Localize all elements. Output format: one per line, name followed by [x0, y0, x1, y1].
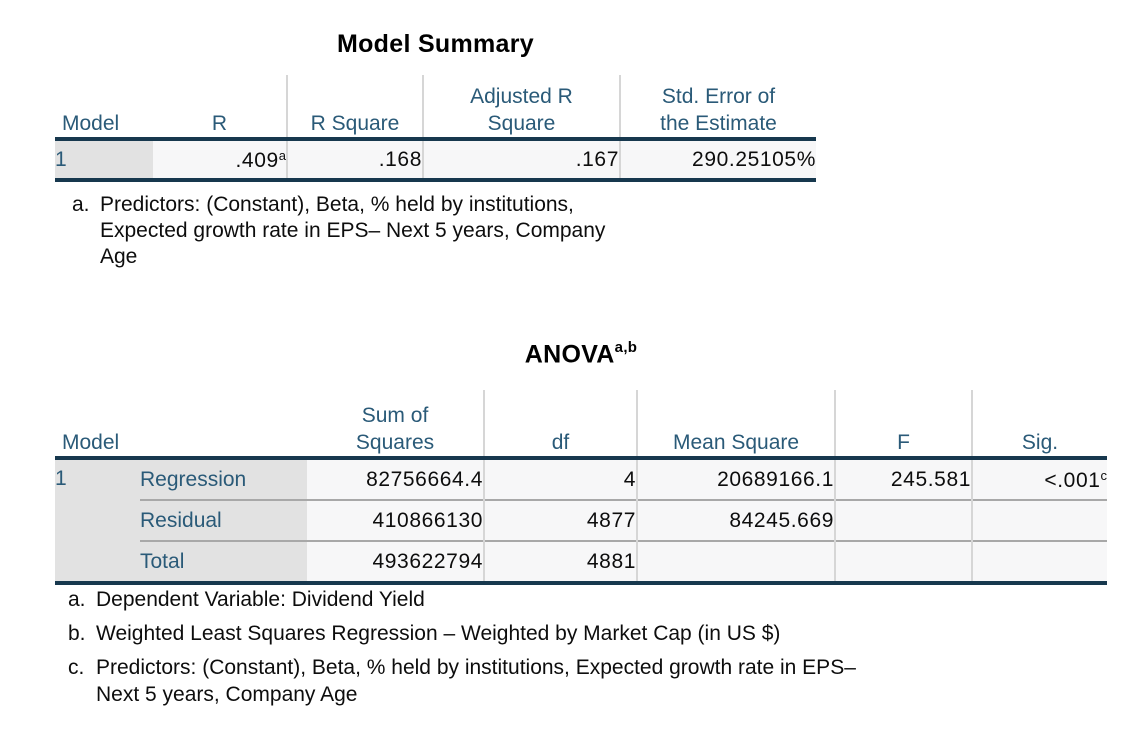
- sig-value: <.001: [1044, 468, 1101, 492]
- footnote-marker: a.: [68, 588, 86, 611]
- row-label: Regression: [140, 458, 308, 500]
- model-summary-title: Model Summary: [55, 30, 816, 59]
- sig-footnote-marker: c: [1100, 467, 1108, 483]
- r-value-cell: .409a: [153, 139, 287, 182]
- model-number-cell: 1: [55, 458, 140, 585]
- row-label: Residual: [140, 499, 308, 541]
- column-header-mean-square: Mean Square: [636, 390, 836, 460]
- sig-cell: [971, 540, 1108, 585]
- column-header-df: df: [483, 390, 638, 460]
- f-cell: [834, 499, 973, 541]
- anova-footnote-b: b. Weighted Least Squares Regression – W…: [68, 620, 780, 647]
- mean-square-cell: [636, 540, 836, 585]
- model-summary-table: Model R R Square Adjusted R Square Std. …: [55, 75, 816, 182]
- column-header-std-error: Std. Error of the Estimate: [619, 75, 816, 141]
- df-cell: 4881: [483, 540, 638, 585]
- std-error-value-cell: 290.25105%: [619, 139, 816, 182]
- mean-square-cell: 84245.669: [636, 499, 836, 541]
- footnote-text: Dependent Variable: Dividend Yield: [96, 588, 425, 611]
- footnote-text: Predictors: (Constant), Beta, % held by …: [96, 656, 856, 706]
- model-summary-header-row: Model R R Square Adjusted R Square Std. …: [55, 75, 816, 141]
- model-summary-title-text: Model Summary: [336, 30, 534, 58]
- model-summary-footnote-a: a. Predictors: (Constant), Beta, % held …: [72, 192, 605, 270]
- anova-title-footnote-markers: a,b: [614, 339, 638, 356]
- column-header-r: R: [153, 75, 287, 141]
- model-number-cell: 1: [55, 139, 153, 182]
- column-header-f: F: [834, 390, 973, 460]
- anova-row-total: Total 493622794 4881: [55, 540, 1108, 585]
- column-header-adjusted-r-square: Adjusted R Square: [422, 75, 620, 141]
- footnote-text: Weighted Least Squares Regression – Weig…: [96, 622, 781, 645]
- sum-of-squares-cell: 410866130: [307, 499, 485, 541]
- footnote-marker: c.: [68, 656, 85, 679]
- row-label: Total: [140, 540, 308, 585]
- footnote-text: Predictors: (Constant), Beta, % held by …: [100, 193, 606, 268]
- anova-footnote-a: a. Dependent Variable: Dividend Yield: [68, 586, 425, 613]
- r-value: .409: [235, 148, 279, 172]
- column-header-sig: Sig.: [971, 390, 1108, 460]
- anova-row-regression: 1 Regression 82756664.4 4 20689166.1 245…: [55, 458, 1108, 585]
- f-cell: [834, 540, 973, 585]
- f-cell: 245.581: [834, 458, 973, 500]
- adjusted-r-square-value-cell: .167: [422, 139, 620, 182]
- mean-square-cell: 20689166.1: [636, 458, 836, 500]
- anova-row-residual: Residual 410866130 4877 84245.669: [55, 499, 1108, 541]
- footnote-marker: a.: [72, 193, 90, 216]
- sig-cell: [971, 499, 1108, 541]
- sum-of-squares-cell: 82756664.4: [307, 458, 485, 500]
- anova-title: ANOVAa,b: [55, 339, 1107, 369]
- df-cell: 4: [483, 458, 638, 500]
- anova-footnote-c: c. Predictors: (Constant), Beta, % held …: [68, 654, 856, 708]
- column-header-model: Model: [55, 75, 153, 141]
- footnote-marker: b.: [68, 622, 86, 645]
- model-summary-data-row: 1 .409a .168 .167 290.25105%: [55, 139, 816, 182]
- column-header-model: Model: [55, 390, 308, 460]
- r-footnote-marker: a: [278, 147, 286, 163]
- df-cell: 4877: [483, 499, 638, 541]
- anova-header-row: Model Sum of Squares df Mean Square F Si…: [55, 390, 1108, 460]
- r-square-value-cell: .168: [286, 139, 423, 182]
- sum-of-squares-cell: 493622794: [307, 540, 485, 585]
- anova-title-text: ANOVA: [524, 340, 615, 369]
- column-header-r-square: R Square: [286, 75, 423, 141]
- column-header-sum-of-squares: Sum of Squares: [307, 390, 485, 460]
- sig-cell: <.001c: [971, 458, 1108, 500]
- anova-table: Model Sum of Squares df Mean Square F Si…: [55, 390, 1108, 585]
